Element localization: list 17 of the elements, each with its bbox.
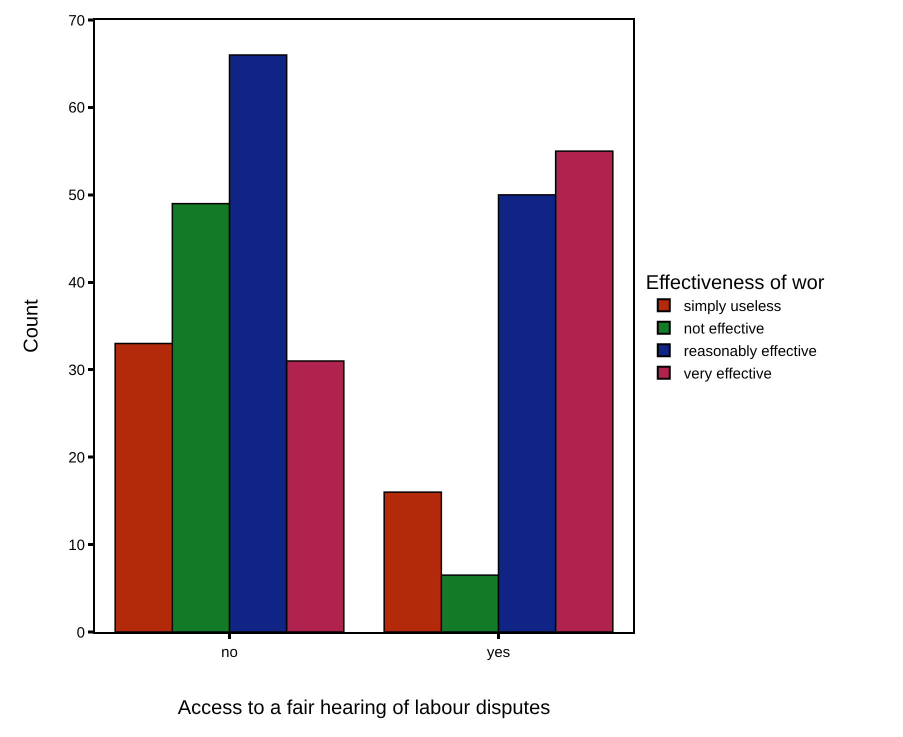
y-axis-title: Count bbox=[20, 298, 42, 353]
y-tick-label: 70 bbox=[68, 12, 85, 30]
y-tick-label: 50 bbox=[68, 187, 85, 204]
x-tick-label: no bbox=[221, 644, 238, 661]
legend-title: Effectiveness of wor bbox=[646, 272, 825, 294]
legend-label: simply useless bbox=[684, 298, 782, 316]
y-tick-label: 30 bbox=[68, 362, 85, 379]
y-tick-label: 40 bbox=[68, 274, 85, 292]
x-axis-title: Access to a fair hearing of labour disputes bbox=[178, 697, 550, 719]
x-tick-label: yes bbox=[486, 644, 510, 661]
y-tick-label: 0 bbox=[76, 624, 85, 642]
legend-label: not effective bbox=[684, 320, 764, 338]
legend-label: very effective bbox=[684, 366, 772, 383]
y-tick-label: 60 bbox=[68, 100, 85, 117]
y-tick-label: 10 bbox=[68, 536, 85, 554]
legend-label: reasonably effective bbox=[684, 343, 817, 360]
y-tick-label: 20 bbox=[68, 449, 85, 466]
